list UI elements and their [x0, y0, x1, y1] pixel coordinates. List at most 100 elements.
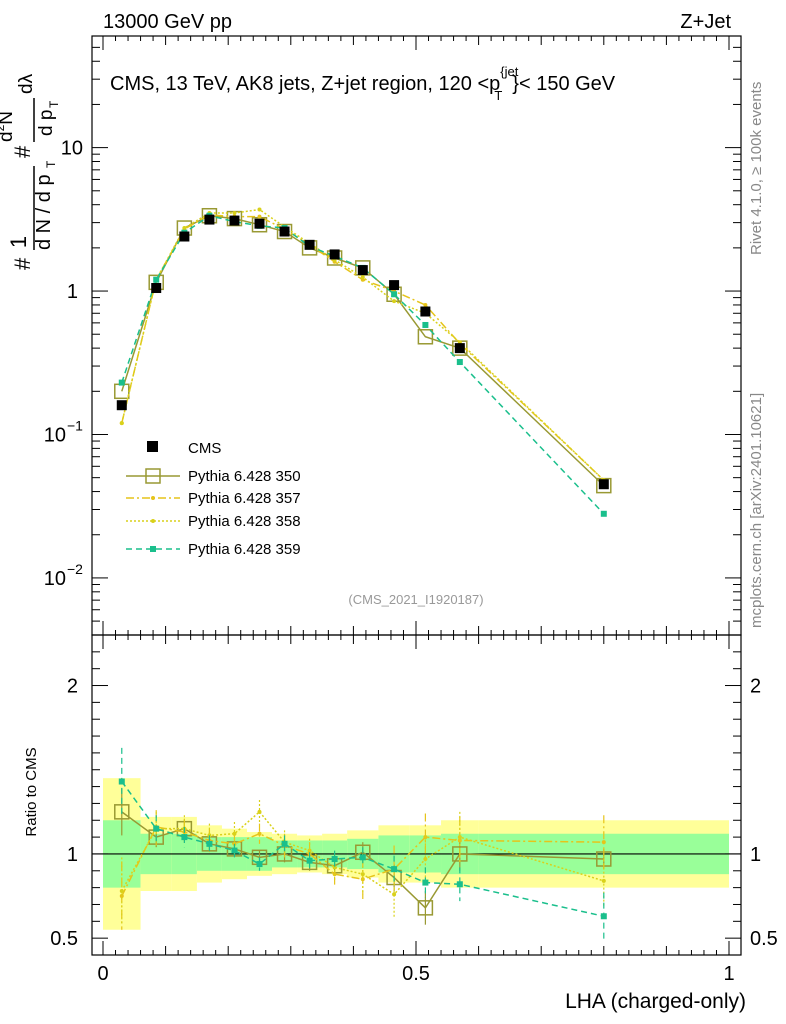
y-tick-label-main: 10: [44, 424, 66, 446]
ratio-point-359: [231, 847, 238, 854]
y-axis-label: # 1 d N / d p T # d2N d p T dλ: [0, 73, 61, 270]
data-point-cms: [304, 239, 315, 250]
legend: CMS Pythia 6.428 350 Pythia 6.428 357 Py…: [126, 440, 301, 558]
x-tick-label: 0: [97, 963, 108, 985]
analysis-id: (CMS_2021_I1920187): [348, 592, 483, 607]
ratio-point-358: [119, 889, 124, 893]
ratio-point-358: [392, 892, 397, 897]
ratio-point-359: [306, 857, 313, 864]
point-358: [119, 421, 124, 426]
y-tick-label-main: 1: [67, 281, 78, 303]
y-tick-label-main: 10: [44, 568, 66, 590]
x-tick-label: 0.5: [402, 963, 430, 985]
y-frac2-num-d: d: [0, 131, 17, 142]
y-frac2-num-N: N: [0, 111, 17, 125]
data-point-cms: [420, 306, 431, 317]
title-sub: T: [494, 88, 502, 103]
legend-marker-359: [150, 546, 156, 552]
plot-title: CMS, 13 TeV, AK8 jets, Z+jet region, 120…: [110, 64, 616, 103]
legend-label-cms: CMS: [188, 440, 221, 457]
y-tick-exp-main: −2: [67, 561, 83, 577]
y-tick-label-ratio-left: 1: [67, 844, 78, 866]
ratio-point-350: [114, 804, 130, 820]
data-point-cms: [598, 479, 609, 490]
ratio-point-358: [307, 848, 312, 853]
ratio-point-358: [457, 835, 462, 840]
ratio-line-359: [121, 781, 604, 917]
legend-marker-358: [151, 519, 155, 523]
data-point-cms: [254, 218, 265, 229]
ratio-point-358: [332, 865, 337, 870]
y-sup-2: 2: [0, 124, 7, 131]
title-main: CMS, 13 TeV, AK8 jets, Z+jet region, 120…: [110, 73, 500, 95]
data-point-cms: [229, 215, 240, 226]
legend-label-358: Pythia 6.428 358: [188, 513, 301, 530]
title-tail: }< 150 GeV: [512, 73, 616, 95]
ratio-point-358: [423, 857, 428, 861]
point-359: [456, 359, 463, 366]
point-359: [391, 291, 398, 298]
point-359: [153, 276, 160, 283]
ratio-point-358: [257, 809, 262, 814]
ratio-point-359: [331, 856, 338, 862]
y-tick-label-main: 10: [61, 138, 83, 160]
point-358: [232, 211, 237, 216]
legend-marker-cms: [147, 441, 158, 452]
data-point-cms: [116, 400, 127, 411]
legend-label-357: Pythia 6.428 357: [188, 490, 301, 507]
point-358: [257, 207, 262, 212]
x-axis-label: LHA (charged-only): [565, 990, 746, 1013]
y-frac2-den: d p: [36, 110, 57, 136]
ratio-line-350: [121, 811, 604, 910]
y-tick-label-ratio-right: 0.5: [750, 928, 778, 950]
legend-label-350: Pythia 6.428 350: [188, 468, 301, 485]
rivet-label: Rivet 4.1.0, ≥ 100k events: [748, 82, 765, 255]
ratio-plot: [92, 747, 741, 940]
ratio-point-359: [256, 861, 263, 868]
data-point-cms: [329, 249, 340, 260]
header-right: Z+Jet: [680, 11, 731, 33]
y-hash-1: #: [10, 257, 35, 270]
main-plot: [114, 207, 612, 517]
ratio-axis-label: Ratio to CMS: [23, 747, 40, 836]
point-359: [600, 510, 607, 517]
ratio-point-357: [119, 894, 124, 899]
data-point-cms: [151, 283, 162, 294]
ratio-point-359: [600, 913, 607, 920]
y-subT-2: T: [47, 100, 61, 108]
y-frac2-tail: dλ: [16, 73, 37, 94]
ratio-point-350: [417, 900, 434, 916]
y-subT-1: T: [44, 160, 58, 168]
y-hash-2: #: [10, 145, 35, 158]
ratio-frame: [91, 634, 742, 956]
point-350: [417, 329, 434, 345]
title-sup: {jet: [500, 64, 518, 79]
ratio-point-359: [118, 778, 125, 785]
ratio-point-357: [601, 840, 606, 845]
x-tick-label: 1: [723, 963, 734, 985]
data-point-cms: [279, 226, 290, 237]
point-359: [118, 379, 125, 386]
ratio-point-359: [281, 840, 288, 847]
ratio-point-359: [391, 866, 398, 873]
ratio-point-358: [360, 872, 365, 877]
data-point-cms: [454, 343, 465, 354]
legend-label-359: Pythia 6.428 359: [188, 541, 301, 558]
series-line-359: [121, 214, 605, 515]
ratio-point-359: [206, 840, 213, 847]
y-frac1-num: 1: [6, 236, 31, 248]
point-358: [392, 299, 397, 304]
y-tick-label-ratio-left: 0.5: [50, 928, 78, 950]
ratio-point-358: [601, 878, 606, 883]
ratio-line-358: [121, 810, 605, 896]
point-357: [257, 214, 262, 219]
y-tick-label-ratio-left: 2: [67, 676, 78, 698]
ratio-point-359: [422, 879, 429, 886]
ratio-point-359: [153, 825, 160, 832]
y-tick-label-ratio-right: 2: [750, 676, 761, 698]
data-point-cms: [179, 231, 190, 242]
point-359: [422, 321, 429, 328]
ratio-point-359: [181, 834, 188, 841]
